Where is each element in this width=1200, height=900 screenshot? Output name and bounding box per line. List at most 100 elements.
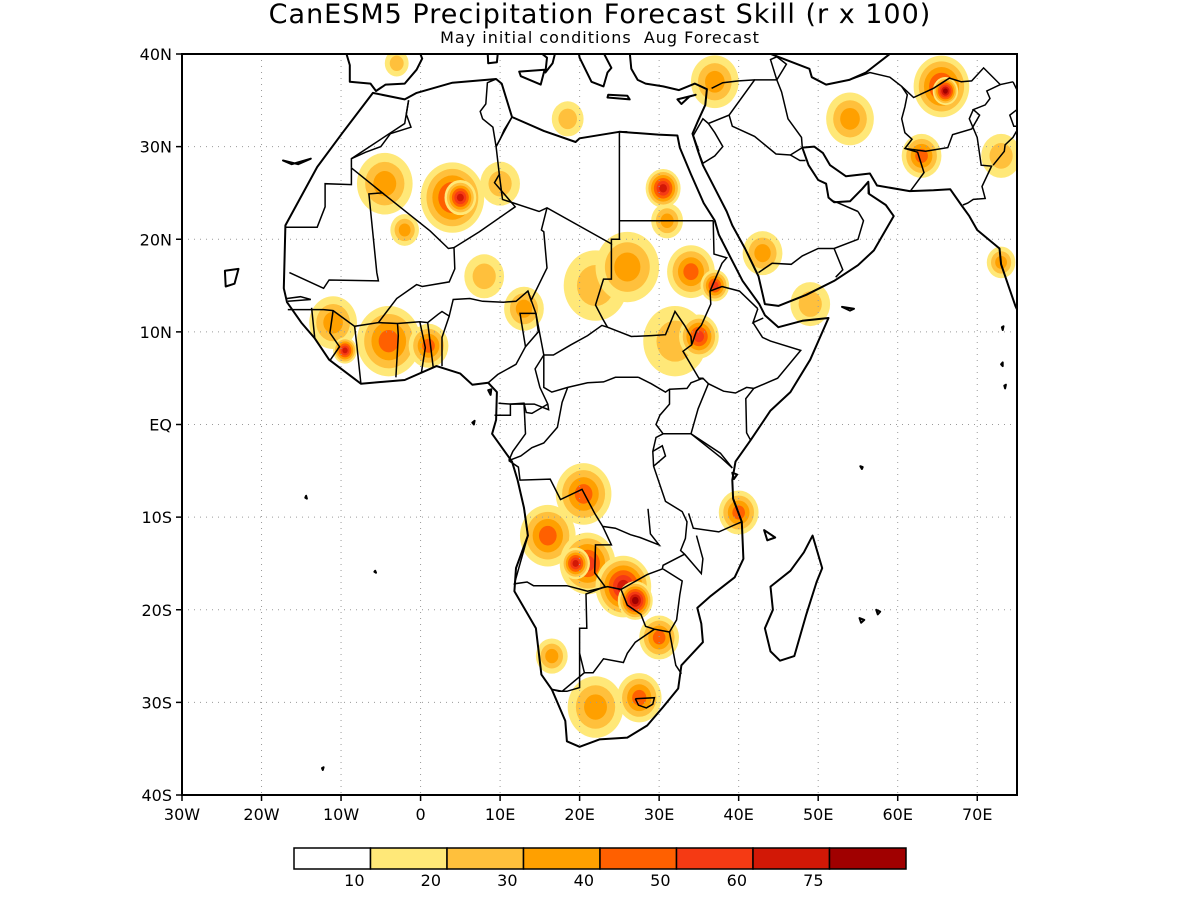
country-border-15 [310,307,316,339]
skill-shading-layer [309,54,1017,738]
colorbar-label: 40 [574,871,594,890]
coastline-island-8 [858,617,866,624]
country-border-44 [697,123,724,165]
lat-tick-label: EQ [149,416,172,435]
country-border-45 [728,114,803,156]
coastline-island-18 [321,766,325,771]
country-border-35 [551,526,613,693]
lon-tick-label: 70E [962,805,992,824]
lat-tick-label: 10S [141,508,172,527]
coastline-island-5 [223,267,240,288]
colorbar-swatch [293,847,372,870]
country-border-51 [769,55,788,81]
country-borders-layer [285,55,1017,709]
colorbar-label: 75 [803,871,823,890]
skill-region-39 [631,596,639,605]
skill-region-12 [754,244,771,263]
lon-tick-label: 10W [323,805,359,824]
country-border-30 [652,444,667,467]
country-border-60 [495,116,513,147]
country-border-19 [543,355,639,393]
colorbar-label: 50 [650,871,670,890]
skill-region-17 [840,107,860,130]
lon-tick-label: 20E [564,805,594,824]
country-border-41 [690,433,733,469]
lat-tick-label: 40N [140,45,172,64]
country-border-13 [353,326,362,384]
coastline-island-9 [875,608,882,616]
country-border-54 [901,66,1014,99]
country-border-31 [508,459,662,547]
country-border-48 [833,248,844,278]
country-border-36 [513,507,685,592]
lon-tick-label: 40E [723,805,753,824]
coastline-island-1 [676,93,697,105]
coastline-island-10 [859,465,864,470]
country-border-39 [668,631,683,675]
skill-region-14 [515,299,533,318]
skill-region-36 [342,347,348,354]
lat-tick-label: 20S [141,601,172,620]
lat-tick-label: 20N [140,230,172,249]
skill-region-37 [572,559,579,567]
skill-region-24 [574,484,593,504]
country-border-53 [848,71,925,192]
lat-tick-label: 30S [141,693,172,712]
lat-axis: 40N 30N 20N 10N EQ 10S 20S 30S 40S [140,45,182,805]
skill-region-21 [378,329,399,353]
skill-region-3 [798,291,822,317]
lon-axis: 30W 20W 10W 0 10E 20E 30E 40E 50E 60E 70E [164,795,992,824]
coastline-island-17 [373,569,377,574]
lat-tick-label: 40S [141,786,172,805]
country-border-47 [758,211,865,274]
map-title: CanESM5 Precipitation Forecast Skill (r … [268,0,932,30]
coastline-balkans [577,54,613,88]
country-border-52 [711,79,755,89]
country-border-14 [329,310,341,362]
colorbar-swatch [675,847,754,870]
colorbar: 10 20 30 40 50 60 75 [293,847,907,890]
country-border-56 [962,109,993,206]
coastline-island-7 [763,529,777,542]
country-border-37 [620,568,684,633]
country-border-26 [690,383,733,469]
lon-tick-label: 10E [485,805,515,824]
country-border-10 [426,322,435,369]
coastline-layer [223,54,1017,771]
country-border-12 [395,323,400,378]
country-border-16 [286,295,311,303]
country-border-11 [419,321,427,373]
country-border-28 [687,513,743,533]
country-border-25 [745,322,802,441]
country-border-9 [441,315,450,367]
coastline-island-0 [606,93,631,101]
country-border-40 [634,696,656,709]
country-border-59 [479,78,497,147]
lon-tick-label: 60E [882,805,912,824]
country-border-62 [551,653,581,693]
skill-region-40 [943,88,948,94]
colorbar-label: 20 [421,871,441,890]
coastline-italy [540,54,569,74]
coastline-island-11 [1003,383,1007,390]
coastline-madagascar [763,534,824,662]
map-subtitle: May initial conditions Aug Forecast [440,28,760,47]
country-border-23 [709,285,759,310]
country-border-32 [508,387,569,462]
lon-tick-label: 50E [803,805,833,824]
colorbar-swatch [369,847,448,870]
country-border-29 [655,389,671,435]
skill-region-9 [398,223,411,237]
country-border-33 [494,402,549,416]
skill-region-34 [456,193,464,202]
country-border-55 [904,83,1001,153]
skill-region-25 [538,525,557,546]
coastline-africa [282,78,830,748]
colorbar-label: 30 [497,871,517,890]
skill-region-16 [584,694,607,720]
lon-tick-label: 20W [243,805,279,824]
coastline-island-16 [304,494,308,500]
skill-region-13 [323,311,343,334]
lon-tick-label: 30W [164,805,200,824]
lat-tick-label: 10N [140,323,172,342]
